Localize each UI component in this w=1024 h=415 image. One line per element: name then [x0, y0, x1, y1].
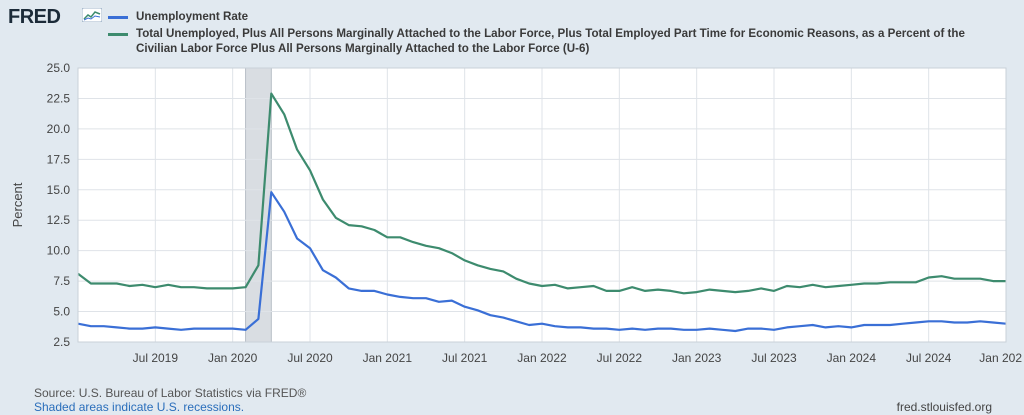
recession-shading-layer	[245, 67, 272, 343]
chart-legend: Unemployment Rate Total Unemployed, Plus…	[108, 9, 1008, 58]
sparkline-chart-icon	[82, 8, 102, 22]
x-tick-label: Jul 2020	[287, 351, 333, 365]
legend-item-unrate[interactable]: Unemployment Rate	[108, 9, 1008, 24]
y-tick-label: 22.5	[47, 91, 71, 105]
x-tick-label: Jul 2019	[133, 351, 179, 365]
plot-border	[77, 67, 1007, 343]
y-axis-label: Percent	[10, 182, 25, 227]
legend-item-u6[interactable]: Total Unemployed, Plus All Persons Margi…	[108, 26, 1008, 56]
legend-swatch-unrate	[108, 16, 128, 19]
footer-url[interactable]: fred.stlouisfed.org	[896, 400, 992, 414]
legend-label-unrate: Unemployment Rate	[136, 10, 249, 23]
y-tick-label: 10.0	[47, 244, 71, 258]
x-tick-label: Jul 2022	[597, 351, 643, 365]
x-tick-label: Jan 2020	[208, 351, 258, 365]
x-tick-label: Jul 2023	[751, 351, 797, 365]
y-tick-label: 20.0	[47, 122, 71, 136]
series-line-u6[interactable]	[77, 92, 1006, 295]
legend-label-u6: Total Unemployed, Plus All Persons Margi…	[136, 27, 965, 55]
y-tick-label: 17.5	[47, 152, 71, 166]
y-tick-label: 25.0	[47, 61, 71, 75]
recession-band	[245, 67, 272, 343]
fred-logo: FRED	[8, 6, 61, 28]
x-tick-label: Jan 2024	[827, 351, 877, 365]
x-tick-label: Jan 2023	[672, 351, 722, 365]
legend-swatch-u6	[108, 33, 128, 36]
recession-note[interactable]: Shaded areas indicate U.S. recessions.	[34, 400, 245, 414]
grid-layer	[78, 67, 1007, 343]
y-tick-label: 15.0	[47, 183, 71, 197]
y-tick-labels: 25.0 22.5 20.0 17.5 15.0 12.5 10.0 7.5 5.0 2.5	[47, 61, 71, 349]
y-tick-label: 7.5	[53, 274, 70, 288]
source-note: Source: U.S. Bureau of Labor Statistics …	[34, 386, 306, 414]
x-tick-label: Jan 202	[979, 351, 1022, 365]
source-text: Source: U.S. Bureau of Labor Statistics …	[34, 386, 307, 400]
series-line-unrate[interactable]	[77, 191, 1007, 333]
x-tick-label: Jul 2021	[442, 351, 488, 365]
x-tick-label: Jan 2022	[517, 351, 567, 365]
y-tick-label: 2.5	[53, 335, 70, 349]
series-layer	[77, 67, 1007, 343]
x-tick-label: Jul 2024	[906, 351, 952, 365]
y-tick-label: 12.5	[47, 213, 71, 227]
y-tick-label: 5.0	[53, 305, 70, 319]
x-tick-label: Jan 2021	[363, 351, 413, 365]
x-tick-labels: Jul 2019 Jan 2020 Jul 2020 Jan 2021 Jul 2021…	[133, 351, 1023, 365]
